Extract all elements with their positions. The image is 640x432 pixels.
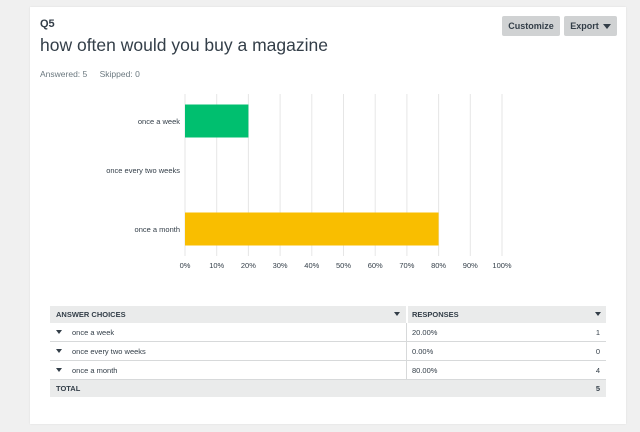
- table-row: once a week 20.00% 1: [50, 323, 606, 342]
- answered-count: Answered: 5: [40, 69, 88, 79]
- total-count: 5: [595, 384, 600, 393]
- x-tick-label: 10%: [209, 261, 224, 270]
- table-row: once every two weeks 0.00% 0: [50, 342, 606, 361]
- export-button[interactable]: Export: [564, 16, 617, 36]
- export-label: Export: [570, 21, 599, 31]
- x-tick-label: 50%: [336, 261, 351, 270]
- sort-caret-icon[interactable]: [595, 312, 601, 316]
- sort-caret-icon[interactable]: [394, 312, 400, 316]
- x-tick-label: 100%: [492, 261, 512, 270]
- response-stats: Answered: 5 Skipped: 0: [40, 69, 140, 79]
- row-percent: 80.00%: [412, 366, 438, 375]
- customize-label: Customize: [508, 21, 554, 31]
- customize-button[interactable]: Customize: [502, 16, 560, 36]
- table-total-row: TOTAL 5: [50, 380, 606, 397]
- x-tick-label: 0%: [180, 261, 191, 270]
- row-percent: 0.00%: [412, 347, 434, 356]
- row-count: 0: [595, 347, 600, 356]
- row-count: 4: [595, 366, 600, 375]
- chart-canvas: 0% 10% 20% 30% 40% 50% 60% 70% 80% 90% 100%: [180, 94, 512, 270]
- row-label: once every two weeks: [72, 347, 146, 356]
- x-tick-label: 90%: [463, 261, 478, 270]
- bar-once-a-week[interactable]: [185, 104, 249, 138]
- column-divider: [406, 342, 407, 360]
- expand-caret-icon[interactable]: [56, 368, 62, 372]
- category-label: once a week: [137, 116, 180, 126]
- expand-caret-icon[interactable]: [56, 349, 62, 353]
- expand-caret-icon[interactable]: [56, 330, 62, 334]
- column-divider: [406, 323, 407, 341]
- x-tick-label: 80%: [431, 261, 446, 270]
- question-card: Q5 Customize Export how often would you …: [30, 7, 626, 424]
- question-number: Q5: [40, 18, 55, 30]
- column-divider: [406, 361, 407, 379]
- skipped-count: Skipped: 0: [99, 69, 140, 79]
- header-responses[interactable]: RESPONSES: [412, 310, 459, 319]
- x-tick-label: 20%: [241, 261, 256, 270]
- x-tick-label: 30%: [273, 261, 288, 270]
- question-title: how often would you buy a magazine: [40, 35, 328, 55]
- row-count: 1: [595, 328, 600, 337]
- row-label: once a month: [72, 366, 118, 375]
- bar-once-a-month[interactable]: [185, 212, 439, 246]
- row-percent: 20.00%: [412, 328, 438, 337]
- table-header: ANSWER CHOICES RESPONSES: [50, 306, 606, 323]
- caret-down-icon: [602, 23, 611, 29]
- header-divider: [406, 306, 408, 323]
- row-label: once a week: [72, 328, 115, 337]
- category-label: once every two weeks: [106, 166, 180, 175]
- responses-table: ANSWER CHOICES RESPONSES once a week 20.0…: [50, 306, 606, 397]
- x-tick-label: 60%: [368, 261, 383, 270]
- x-tick-label: 40%: [304, 261, 319, 270]
- bar-chart: 0% 10% 20% 30% 40% 50% 60% 70% 80% 90% 100% once a…: [30, 7, 626, 297]
- header-answer-choices[interactable]: ANSWER CHOICES: [56, 310, 126, 319]
- total-label: TOTAL: [56, 384, 81, 393]
- x-tick-label: 70%: [399, 261, 414, 270]
- table-row: once a month 80.00% 4: [50, 361, 606, 380]
- category-label: once a month: [134, 224, 180, 234]
